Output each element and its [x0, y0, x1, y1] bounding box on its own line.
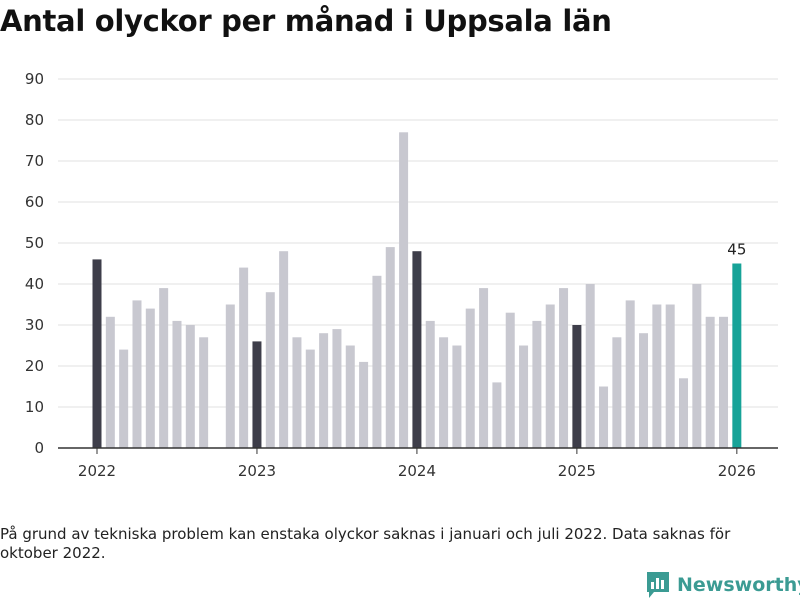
bar-2025-10	[692, 284, 702, 448]
bar-2026-01	[732, 263, 742, 448]
bar-2022-06	[159, 288, 169, 448]
brand-logo[interactable]: Newsworthy	[645, 570, 800, 600]
x-tick-label: 2024	[398, 462, 436, 480]
bar-2025-12	[719, 316, 729, 448]
data-labels: 45	[727, 241, 746, 259]
bar-2023-08	[345, 345, 355, 448]
bar-2024-05	[465, 308, 475, 448]
y-axis: 0 10 20 30 40 50 60 70 80 90	[25, 70, 44, 457]
x-tick-label: 2026	[718, 462, 756, 480]
bar-2023-11	[385, 247, 395, 448]
bar-2023-07	[332, 329, 342, 448]
y-tick-label: 20	[25, 357, 44, 375]
bar-2025-07	[652, 304, 662, 448]
bar-2024-07	[492, 382, 502, 448]
bar-2022-05	[145, 308, 155, 448]
bar-2022-11	[225, 304, 235, 448]
bar-2025-02	[585, 284, 595, 448]
bar-2022-04	[132, 300, 142, 448]
bar-2025-04	[612, 337, 622, 448]
y-tick-label: 50	[25, 234, 44, 252]
bar-2023-01	[252, 341, 262, 448]
y-tick-label: 10	[25, 398, 44, 416]
bar-2024-11	[545, 304, 555, 448]
bar-2023-06	[319, 333, 329, 448]
bar-2023-04	[292, 337, 302, 448]
newsworthy-logo-icon	[647, 572, 669, 598]
bar-2024-02	[425, 320, 435, 448]
x-tick-label: 2023	[238, 462, 276, 480]
latest-value-label: 45	[727, 241, 746, 259]
bar-chart: 0 10 20 30 40 50 60 70 80 90 2022 2023 2024 2025 2026…	[25, 70, 778, 480]
bar-2025-05	[625, 300, 635, 448]
bar-2025-01	[572, 325, 582, 448]
y-tick-label: 70	[25, 152, 44, 170]
y-tick-label: 40	[25, 275, 44, 293]
bar-2022-09	[199, 337, 209, 448]
bar-2023-03	[279, 251, 289, 448]
x-axis: 2022 2023 2024 2025 2026	[58, 447, 778, 480]
bar-2023-05	[305, 349, 315, 448]
bar-2025-03	[599, 386, 609, 448]
bar-2022-01	[92, 259, 102, 448]
bar-2025-08	[665, 304, 675, 448]
bar-2022-03	[119, 349, 129, 448]
bar-2025-11	[705, 316, 715, 448]
bar-2023-09	[359, 361, 369, 448]
bar-2024-01	[412, 251, 422, 448]
brand-name: Newsworthy	[677, 574, 800, 596]
bar-2023-12	[399, 132, 409, 449]
chart-title: Antal olyckor per månad i Uppsala län	[0, 4, 612, 38]
bar-2024-04	[452, 345, 462, 448]
y-tick-label: 30	[25, 316, 44, 334]
bar-2022-07	[172, 320, 182, 448]
bars	[92, 132, 742, 449]
y-tick-label: 0	[34, 439, 44, 457]
bar-2025-06	[639, 333, 649, 448]
bar-2024-08	[505, 312, 515, 448]
bar-2022-08	[185, 325, 195, 448]
footnote: På grund av tekniska problem kan enstaka…	[0, 525, 731, 562]
bar-2025-09	[679, 378, 689, 448]
y-tick-label: 80	[25, 111, 44, 129]
y-tick-label: 60	[25, 193, 44, 211]
bar-2024-06	[479, 288, 489, 448]
bar-2023-10	[372, 275, 382, 448]
x-tick-label: 2022	[78, 462, 116, 480]
bar-2024-09	[519, 345, 529, 448]
y-tick-label: 90	[25, 70, 44, 88]
bar-2024-12	[559, 288, 569, 448]
x-tick-label: 2025	[558, 462, 596, 480]
bar-2023-02	[265, 292, 275, 448]
bar-2022-02	[105, 316, 115, 448]
bar-2022-12	[239, 267, 249, 448]
bar-2024-10	[532, 320, 542, 448]
bar-2024-03	[439, 337, 449, 448]
